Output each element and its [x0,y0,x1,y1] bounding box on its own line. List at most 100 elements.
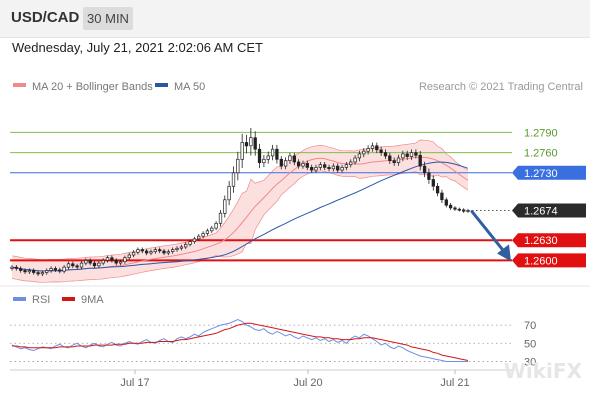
candle [205,228,210,236]
rsi-line [11,319,468,362]
candle [166,249,170,256]
candle [292,152,296,166]
level-tag-text: 1.2600 [524,255,558,267]
candle [401,150,405,162]
candle [262,155,266,168]
ma50-legend-label: MA 50 [174,81,205,93]
level-label-1.2760: 1.2760 [524,148,558,160]
candle [214,221,218,231]
x-tick-jul-20: Jul 20 [293,377,322,389]
candle-body [323,164,327,168]
candle [97,260,101,268]
candle [192,236,197,244]
candle [110,255,114,263]
candle-body [62,266,66,272]
candle-body [279,158,283,167]
candle [318,162,322,171]
candle [266,151,270,164]
candle-body [253,137,257,150]
candle-body [249,137,253,147]
candle-body [370,145,375,149]
candle-body [266,155,270,160]
header-bar: USD/CAD 30 MIN [0,0,590,38]
candle-body [45,270,49,273]
candle-body [444,199,448,206]
candle-body [257,148,262,164]
candle-body [214,223,218,229]
candle-body [118,261,123,264]
level-label-1.2790: 1.2790 [524,127,558,139]
candle-body [331,165,336,170]
candle [175,246,179,252]
candle-body [210,227,214,232]
level-tag-box [512,165,586,180]
candle [392,157,396,166]
candle [75,263,79,270]
candle-body [136,249,140,253]
candle-body [440,192,444,201]
candle [366,145,370,155]
candle [283,157,288,170]
candle-body [197,235,201,240]
moving-averages [11,156,469,272]
candle [218,210,223,227]
candle-body [340,167,344,171]
candle-body [58,269,62,272]
candle-body [305,163,309,168]
candle-body [105,257,110,261]
bollinger-bands [11,139,469,283]
candle [231,166,236,193]
candle [418,150,422,171]
candle [114,258,118,266]
candle [275,144,279,164]
candle [422,161,427,178]
candle [162,248,166,256]
candle [288,152,292,164]
candle [462,208,466,213]
candle-body [218,212,223,224]
candle-body [110,257,114,261]
chart-datetime: Wednesday, July 21, 2021 2:02:06 AM CET [12,40,263,55]
candle-body [97,262,101,267]
candle-body [184,243,188,248]
candle [210,225,214,233]
candle-body [427,172,431,180]
candle-body [396,157,401,164]
candle-body [453,207,457,210]
candle [62,265,66,274]
rsi-ma-line [12,322,469,361]
candle-body [166,251,170,254]
candle [223,195,227,218]
rsi-ma-legend-swatch [62,297,75,301]
candle [88,258,92,266]
timeframe-badge[interactable]: 30 MIN [83,7,133,30]
candle [101,258,105,266]
candle [409,149,414,160]
candle [179,244,184,251]
candle-body [10,266,14,269]
candle-body [353,157,357,163]
candle [45,268,49,275]
candle-body [158,249,162,252]
level-tag-1.2600: 1.2600 [512,253,586,268]
bollinger-upper-line [11,139,469,260]
candle [27,268,32,275]
rsi-legend-label: RSI [32,294,50,306]
candle-body [188,241,192,245]
bollinger-lower-line [11,170,469,283]
candle-body [101,260,105,264]
candle [144,248,149,256]
candle-body [418,154,422,167]
candle [49,266,53,273]
candle [79,260,84,270]
candle-body [362,150,366,155]
candle [14,265,18,271]
candle [188,239,192,247]
rsi-tick-30: 30 [524,356,536,368]
projection-arrow [470,210,511,262]
candle-body [448,204,453,209]
candle [353,155,357,165]
candle [314,164,318,173]
candle-body [270,148,275,157]
time-axis-ticks: Jul 17 Jul 20 Jul 21 [120,370,470,389]
